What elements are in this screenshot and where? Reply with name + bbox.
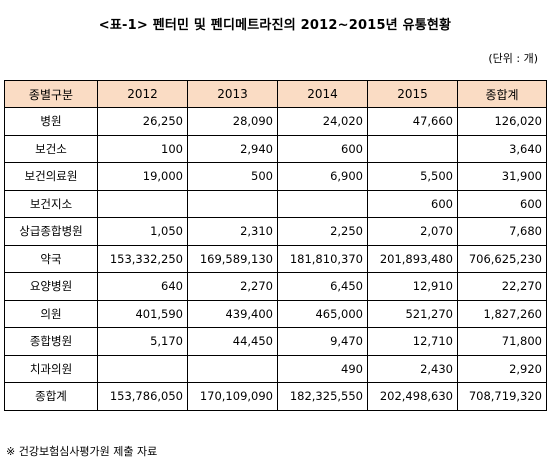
value-cell: 2,430 — [367, 354, 458, 383]
value-cell: 2,310 — [187, 217, 278, 246]
value-cell: 5,500 — [367, 162, 458, 191]
value-cell: 153,332,250 — [97, 244, 188, 273]
value-cell: 31,900 — [457, 162, 547, 191]
value-cell: 6,450 — [277, 272, 368, 301]
value-cell: 44,450 — [187, 327, 278, 356]
header-cell: 종합계 — [457, 80, 547, 108]
value-cell: 2,250 — [277, 217, 368, 246]
row-label-cell: 종합계 — [4, 382, 98, 411]
value-cell: 640 — [97, 272, 188, 301]
value-cell: 2,070 — [367, 217, 458, 246]
value-cell: 126,020 — [457, 107, 547, 136]
header-cell: 2015 — [367, 80, 458, 108]
header-cell: 종별구분 — [4, 80, 98, 108]
value-cell: 202,498,630 — [367, 382, 458, 411]
value-cell: 2,940 — [187, 134, 278, 163]
value-cell: 201,893,480 — [367, 244, 458, 273]
table-row: 병원 26,250 28,090 24,020 47,660 126,020 — [4, 107, 547, 136]
row-label-cell: 병원 — [4, 107, 98, 136]
value-cell: 6,900 — [277, 162, 368, 191]
unit-label: (단위 : 개) — [488, 52, 538, 65]
value-cell: 12,710 — [367, 327, 458, 356]
value-cell: 170,109,090 — [187, 382, 278, 411]
value-cell: 100 — [97, 134, 188, 163]
header-cell: 2014 — [277, 80, 368, 108]
row-label-cell: 의원 — [4, 299, 98, 328]
row-label-cell: 종합병원 — [4, 327, 98, 356]
value-cell: 71,800 — [457, 327, 547, 356]
value-cell: 600 — [457, 189, 547, 218]
value-cell: 1,050 — [97, 217, 188, 246]
value-cell: 600 — [367, 189, 458, 218]
table-row: 요양병원 640 2,270 6,450 12,910 22,270 — [4, 272, 547, 301]
value-cell: 169,589,130 — [187, 244, 278, 273]
value-cell: 439,400 — [187, 299, 278, 328]
value-cell — [187, 354, 278, 383]
value-cell: 5,170 — [97, 327, 188, 356]
value-cell: 153,786,050 — [97, 382, 188, 411]
value-cell: 2,270 — [187, 272, 278, 301]
value-cell — [367, 134, 458, 163]
value-cell: 600 — [277, 134, 368, 163]
table-row: 약국 153,332,250 169,589,130 181,810,370 201,8… — [4, 244, 547, 273]
value-cell — [97, 354, 188, 383]
value-cell: 706,625,230 — [457, 244, 547, 273]
value-cell — [187, 189, 278, 218]
value-cell: 22,270 — [457, 272, 547, 301]
row-label-cell: 치과의원 — [4, 354, 98, 383]
row-label-cell: 상급종합병원 — [4, 217, 98, 246]
row-label-cell: 보건지소 — [4, 189, 98, 218]
table-row: 보건지소 600 600 — [4, 189, 547, 218]
table-row: 종합병원 5,170 44,450 9,470 12,710 71,800 — [4, 327, 547, 356]
value-cell — [277, 189, 368, 218]
header-cell: 2012 — [97, 80, 188, 108]
value-cell: 24,020 — [277, 107, 368, 136]
value-cell: 500 — [187, 162, 278, 191]
header-row: 종별구분 2012 2013 2014 2015 종합계 — [4, 80, 547, 108]
value-cell — [97, 189, 188, 218]
table-row: 치과의원 490 2,430 2,920 — [4, 354, 547, 383]
value-cell: 708,719,320 — [457, 382, 547, 411]
value-cell: 47,660 — [367, 107, 458, 136]
value-cell: 181,810,370 — [277, 244, 368, 273]
value-cell: 3,640 — [457, 134, 547, 163]
table-row: 종합계 153,786,050 170,109,090 182,325,550 202,… — [4, 382, 547, 411]
value-cell: 401,590 — [97, 299, 188, 328]
distribution-table: 종별구분 2012 2013 2014 2015 종합계 병원 26,250 28,… — [4, 80, 547, 411]
value-cell: 7,680 — [457, 217, 547, 246]
table-title: <표-1> 펜터민 및 펜디메트라진의 2012~2015년 유통현황 — [98, 18, 452, 33]
row-label-cell: 요양병원 — [4, 272, 98, 301]
value-cell: 521,270 — [367, 299, 458, 328]
row-label-cell: 약국 — [4, 244, 98, 273]
table-row: 상급종합병원 1,050 2,310 2,250 2,070 7,680 — [4, 217, 547, 246]
value-cell: 28,090 — [187, 107, 278, 136]
table-row: 보건소 100 2,940 600 3,640 — [4, 134, 547, 163]
table-row: 의원 401,590 439,400 465,000 521,270 1,827,260 — [4, 299, 547, 328]
value-cell: 12,910 — [367, 272, 458, 301]
source-note: ※ 건강보험심사평가원 제출 자료 — [6, 445, 158, 458]
value-cell: 2,920 — [457, 354, 547, 383]
value-cell: 19,000 — [97, 162, 188, 191]
value-cell: 1,827,260 — [457, 299, 547, 328]
value-cell: 490 — [277, 354, 368, 383]
value-cell: 182,325,550 — [277, 382, 368, 411]
table-row: 보건의료원 19,000 500 6,900 5,500 31,900 — [4, 162, 547, 191]
row-label-cell: 보건의료원 — [4, 162, 98, 191]
value-cell: 26,250 — [97, 107, 188, 136]
value-cell: 9,470 — [277, 327, 368, 356]
value-cell: 465,000 — [277, 299, 368, 328]
row-label-cell: 보건소 — [4, 134, 98, 163]
header-cell: 2013 — [187, 80, 278, 108]
table-body: 병원 26,250 28,090 24,020 47,660 126,020 보건소 100 2… — [4, 107, 547, 411]
